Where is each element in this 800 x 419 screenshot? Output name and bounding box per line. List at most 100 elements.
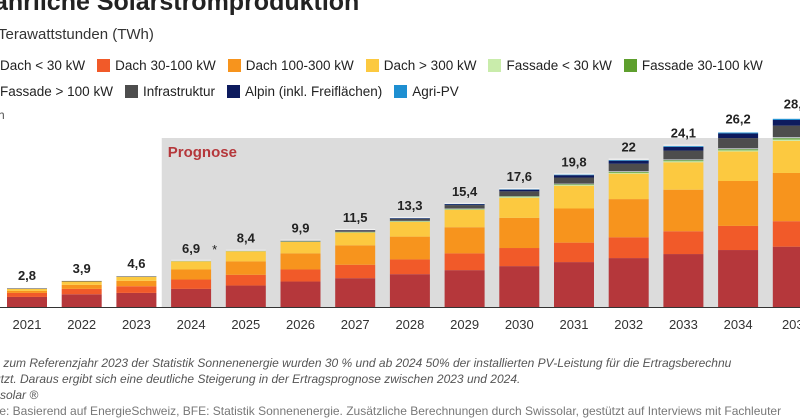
legend-label: Fassade 30-100 kW bbox=[641, 57, 763, 73]
bar-segment bbox=[389, 274, 430, 307]
legend-label: Dach > 300 kW bbox=[383, 57, 477, 73]
bar-cap bbox=[280, 239, 321, 241]
chart-title: ährliche Solarstromproduktion bbox=[0, 0, 360, 16]
bar-cap bbox=[171, 259, 212, 261]
bar-segment bbox=[116, 286, 157, 293]
bar-cap bbox=[772, 115, 800, 117]
bar-segment bbox=[7, 288, 47, 291]
x-tick-label: 2031 bbox=[560, 317, 589, 332]
bar-total-label: 9,9 bbox=[291, 221, 309, 236]
bar-segment bbox=[335, 230, 376, 232]
bar-total-label: 4,6 bbox=[127, 256, 145, 271]
bar-segment bbox=[389, 218, 430, 221]
bar-cap bbox=[116, 275, 157, 277]
bar-segment bbox=[663, 161, 704, 163]
bar-segment bbox=[608, 237, 649, 259]
legend-label: Agri-PV bbox=[412, 83, 459, 99]
bar-segment bbox=[772, 140, 800, 173]
legend-label: Infrastruktur bbox=[142, 83, 215, 99]
bar-segment bbox=[389, 236, 430, 260]
bar-segment bbox=[280, 281, 321, 307]
chart-legend: Dach < 30 kW Dach 30-100 kW Dach 100-300 k… bbox=[0, 56, 786, 100]
legend-swatch bbox=[488, 58, 502, 72]
legend-label: Alpin (inkl. Freiflächen) bbox=[244, 83, 383, 99]
bar-segment bbox=[608, 172, 649, 174]
bar-segment bbox=[444, 209, 485, 210]
bar-segment bbox=[389, 259, 430, 275]
footnote: s zum Referenzjahr 2023 der Statistik So… bbox=[0, 355, 800, 403]
bar-total-label: 15,4 bbox=[452, 184, 478, 199]
legend-swatch bbox=[394, 84, 408, 98]
x-tick-label: 2034 bbox=[724, 317, 753, 332]
legend-item: Infrastruktur bbox=[124, 82, 215, 100]
bar-segment bbox=[772, 138, 800, 140]
bar-segment bbox=[499, 197, 540, 218]
footnote-line-1: s zum Referenzjahr 2023 der Statistik So… bbox=[0, 356, 732, 370]
bar-segment bbox=[663, 146, 704, 147]
bar-segment bbox=[554, 242, 594, 263]
bar-segment bbox=[225, 261, 266, 275]
bar-segment bbox=[718, 149, 759, 151]
bar-segment bbox=[171, 279, 212, 289]
legend-item: Alpin (inkl. Freiflächen) bbox=[226, 82, 383, 100]
bar-segment bbox=[280, 240, 321, 242]
bar-segment bbox=[718, 250, 759, 307]
bar-segment bbox=[718, 133, 759, 139]
bar-segment bbox=[663, 150, 704, 160]
bar-segment bbox=[663, 254, 704, 307]
x-tick-label: 2023 bbox=[122, 317, 151, 332]
footnote-line-2: ützt. Daraus ergibt sich eine deutliche … bbox=[0, 372, 521, 386]
bar-segment bbox=[444, 205, 485, 209]
bar-total-label: 13,3 bbox=[397, 198, 422, 213]
bar-segment bbox=[389, 218, 430, 219]
legend-item: Fassade 30-100 kW bbox=[623, 56, 763, 74]
bar-segment bbox=[335, 245, 376, 265]
x-tick-label: 203 bbox=[782, 317, 800, 332]
bar-segment bbox=[554, 175, 594, 178]
bar-segment bbox=[718, 138, 759, 149]
x-tick-label: 2028 bbox=[395, 317, 424, 332]
legend-item: Dach 100-300 kW bbox=[227, 56, 354, 74]
bar-cap bbox=[335, 228, 376, 231]
bar-segment bbox=[772, 119, 800, 126]
x-tick-label: 2033 bbox=[669, 317, 698, 332]
bar-segment bbox=[499, 248, 540, 267]
x-tick-label: 2024 bbox=[177, 317, 206, 332]
bar-segment bbox=[554, 262, 594, 307]
legend-item: Fassade < 30 kW bbox=[488, 56, 612, 74]
bar-segment bbox=[444, 204, 485, 206]
bar-segment bbox=[608, 173, 649, 200]
bar-segment bbox=[663, 231, 704, 255]
bar-segment bbox=[499, 196, 540, 197]
bar-segment bbox=[225, 251, 266, 262]
bar-segment bbox=[718, 181, 759, 226]
bar-total-label: 28, bbox=[784, 97, 800, 112]
bar-total-label: 22 bbox=[621, 140, 635, 155]
bar-segment bbox=[116, 276, 157, 277]
bar-segment bbox=[554, 208, 594, 243]
legend-item: Dach > 300 kW bbox=[365, 56, 477, 74]
bar-segment bbox=[499, 217, 540, 249]
footnote-line-3: ssolar ® bbox=[0, 388, 39, 402]
legend-swatch bbox=[97, 58, 111, 72]
legend-label: Dach 30-100 kW bbox=[115, 57, 216, 73]
bar-segment bbox=[663, 162, 704, 190]
bar-cap bbox=[499, 188, 540, 190]
bar-segment bbox=[499, 191, 540, 197]
bar-segment bbox=[389, 221, 430, 237]
bar-segment bbox=[61, 281, 102, 285]
x-tick-label: 2026 bbox=[286, 317, 315, 332]
bar-total-label: 8,4 bbox=[237, 231, 256, 246]
legend-label: Dach < 30 kW bbox=[0, 57, 86, 73]
bar-cap bbox=[444, 202, 485, 204]
bar-segment bbox=[608, 171, 649, 172]
bar-segment bbox=[171, 269, 212, 280]
bar-segment bbox=[61, 288, 102, 295]
bar-segment bbox=[772, 172, 800, 222]
bar-segment bbox=[335, 278, 376, 307]
bar-total-label: 11,5 bbox=[343, 210, 368, 225]
bar-segment bbox=[7, 296, 47, 307]
bar-cap bbox=[608, 158, 649, 160]
bar-segment bbox=[335, 232, 376, 246]
bar-total-label: 6,9 bbox=[182, 241, 200, 256]
